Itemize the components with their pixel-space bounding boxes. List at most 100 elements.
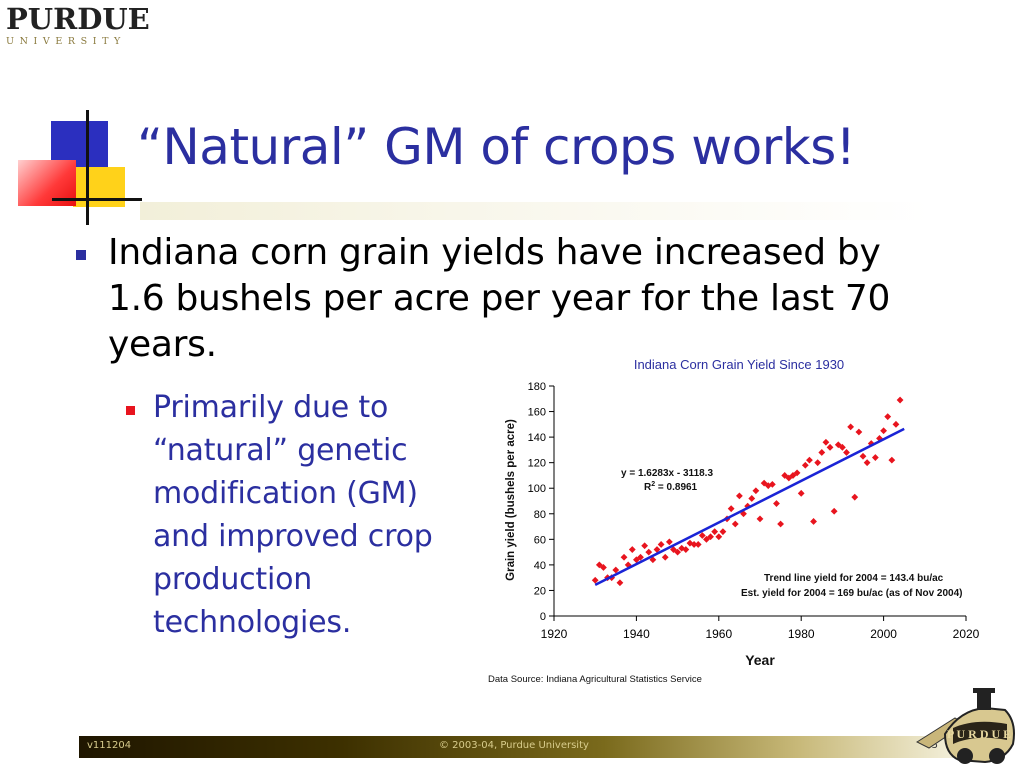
r-squared-superscript: 2 bbox=[651, 481, 655, 488]
data-point bbox=[797, 489, 805, 497]
annotation-trend-yield: Trend line yield for 2004 = 143.4 bu/ac bbox=[764, 573, 944, 584]
deco-horizontal-line bbox=[52, 198, 142, 201]
y-tick-label: 0 bbox=[540, 611, 546, 623]
data-point bbox=[830, 507, 838, 515]
x-tick-label: 1960 bbox=[705, 627, 732, 641]
bullet-square-red-icon bbox=[126, 406, 135, 415]
trend-equation: y = 1.6283x - 3118.3 bbox=[621, 468, 713, 479]
data-point bbox=[773, 500, 780, 507]
data-source: Data Source: Indiana Agricultural Statis… bbox=[488, 674, 702, 685]
bullet-level2-text: Primarily due to “natural” genetic modif… bbox=[153, 390, 433, 640]
purdue-logo: PURDUE UNIVERSITY bbox=[6, 4, 156, 52]
data-point bbox=[665, 538, 673, 546]
data-point bbox=[616, 579, 624, 587]
data-point bbox=[661, 553, 669, 561]
data-point bbox=[764, 482, 772, 490]
data-point bbox=[855, 428, 863, 436]
data-point bbox=[863, 459, 871, 467]
data-point bbox=[711, 528, 719, 536]
data-point bbox=[653, 546, 661, 553]
purdue-train-logo-icon: P U R D U E bbox=[915, 688, 1015, 764]
y-tick-label: 160 bbox=[528, 407, 546, 419]
data-point bbox=[690, 541, 698, 548]
data-point bbox=[678, 544, 686, 552]
data-point bbox=[628, 546, 636, 553]
y-tick-label: 80 bbox=[534, 509, 546, 521]
data-point bbox=[806, 456, 813, 464]
data-point bbox=[814, 459, 822, 467]
annotation-est-yield: Est. yield for 2004 = 169 bu/ac (as of N… bbox=[741, 588, 963, 599]
logo-subtitle: UNIVERSITY bbox=[6, 36, 126, 47]
data-point bbox=[612, 566, 620, 574]
data-point bbox=[645, 548, 653, 556]
data-point bbox=[694, 541, 702, 548]
data-point bbox=[871, 454, 879, 461]
data-point bbox=[847, 423, 855, 431]
svg-text:P U R D U E: P U R D U E bbox=[947, 727, 1011, 741]
x-tick-label: 2000 bbox=[870, 627, 897, 641]
data-point bbox=[620, 553, 628, 561]
data-point bbox=[641, 542, 649, 550]
data-point bbox=[822, 438, 830, 446]
r-squared: R2 = 0.8961 bbox=[644, 481, 698, 493]
data-point bbox=[591, 576, 599, 584]
logo-wordmark: PURDUE bbox=[6, 2, 150, 36]
data-point bbox=[719, 528, 727, 536]
page-number: 5 bbox=[931, 740, 938, 751]
x-tick-label: 1940 bbox=[623, 627, 650, 641]
data-point bbox=[756, 515, 764, 523]
trend-line bbox=[594, 427, 905, 587]
data-point bbox=[810, 518, 817, 525]
x-tick-label: 1920 bbox=[541, 627, 568, 641]
data-point bbox=[682, 546, 690, 553]
data-point bbox=[649, 556, 657, 564]
y-tick-label: 60 bbox=[534, 534, 546, 546]
data-point bbox=[818, 449, 826, 456]
data-point bbox=[793, 469, 801, 477]
r-squared-value: = 0.8961 bbox=[655, 482, 697, 493]
data-point bbox=[731, 520, 739, 528]
data-point bbox=[760, 479, 768, 487]
data-point bbox=[826, 443, 834, 451]
data-point bbox=[698, 532, 706, 539]
data-point bbox=[880, 427, 887, 435]
data-point bbox=[768, 480, 776, 488]
data-point bbox=[859, 452, 867, 460]
x-tick-label: 1980 bbox=[788, 627, 815, 641]
data-point bbox=[896, 396, 904, 404]
data-point bbox=[670, 546, 677, 553]
data-point bbox=[884, 413, 892, 421]
x-tick-label: 2020 bbox=[953, 627, 980, 641]
data-point bbox=[637, 553, 644, 561]
data-point bbox=[674, 548, 681, 556]
data-point bbox=[839, 443, 846, 451]
data-point bbox=[600, 564, 607, 571]
data-point bbox=[736, 492, 743, 500]
data-points bbox=[591, 396, 904, 587]
y-tick-label: 20 bbox=[534, 585, 546, 597]
deco-vertical-line bbox=[86, 110, 89, 225]
data-point bbox=[752, 487, 760, 495]
footer-bar: v111204 © 2003-04, Purdue University 5 bbox=[79, 736, 954, 758]
data-point bbox=[888, 456, 896, 464]
data-point bbox=[715, 533, 723, 541]
data-point bbox=[748, 495, 756, 502]
y-tick-label: 40 bbox=[534, 560, 546, 572]
y-tick-label: 120 bbox=[528, 458, 546, 470]
y-tick-label: 140 bbox=[528, 432, 546, 444]
r-squared-label: R bbox=[644, 482, 652, 493]
bullet-level1-text: Indiana corn grain yields have increased… bbox=[108, 232, 891, 365]
y-tick-label: 180 bbox=[528, 381, 546, 393]
data-point bbox=[657, 541, 665, 548]
chart-title: Indiana Corn Grain Yield Since 1930 bbox=[634, 357, 844, 372]
data-point bbox=[851, 493, 859, 501]
data-point bbox=[777, 520, 784, 528]
bullet-square-icon bbox=[76, 250, 86, 260]
x-axis-label: Year bbox=[745, 652, 775, 668]
deco-yellow-square bbox=[73, 167, 125, 207]
data-point bbox=[801, 461, 809, 469]
corn-yield-chart: Indiana Corn Grain Yield Since 1930 Grai… bbox=[488, 357, 980, 685]
data-point bbox=[727, 505, 735, 513]
slide-title: “Natural” GM of crops works! bbox=[137, 118, 856, 176]
footer-copyright: © 2003-04, Purdue University bbox=[439, 740, 589, 751]
